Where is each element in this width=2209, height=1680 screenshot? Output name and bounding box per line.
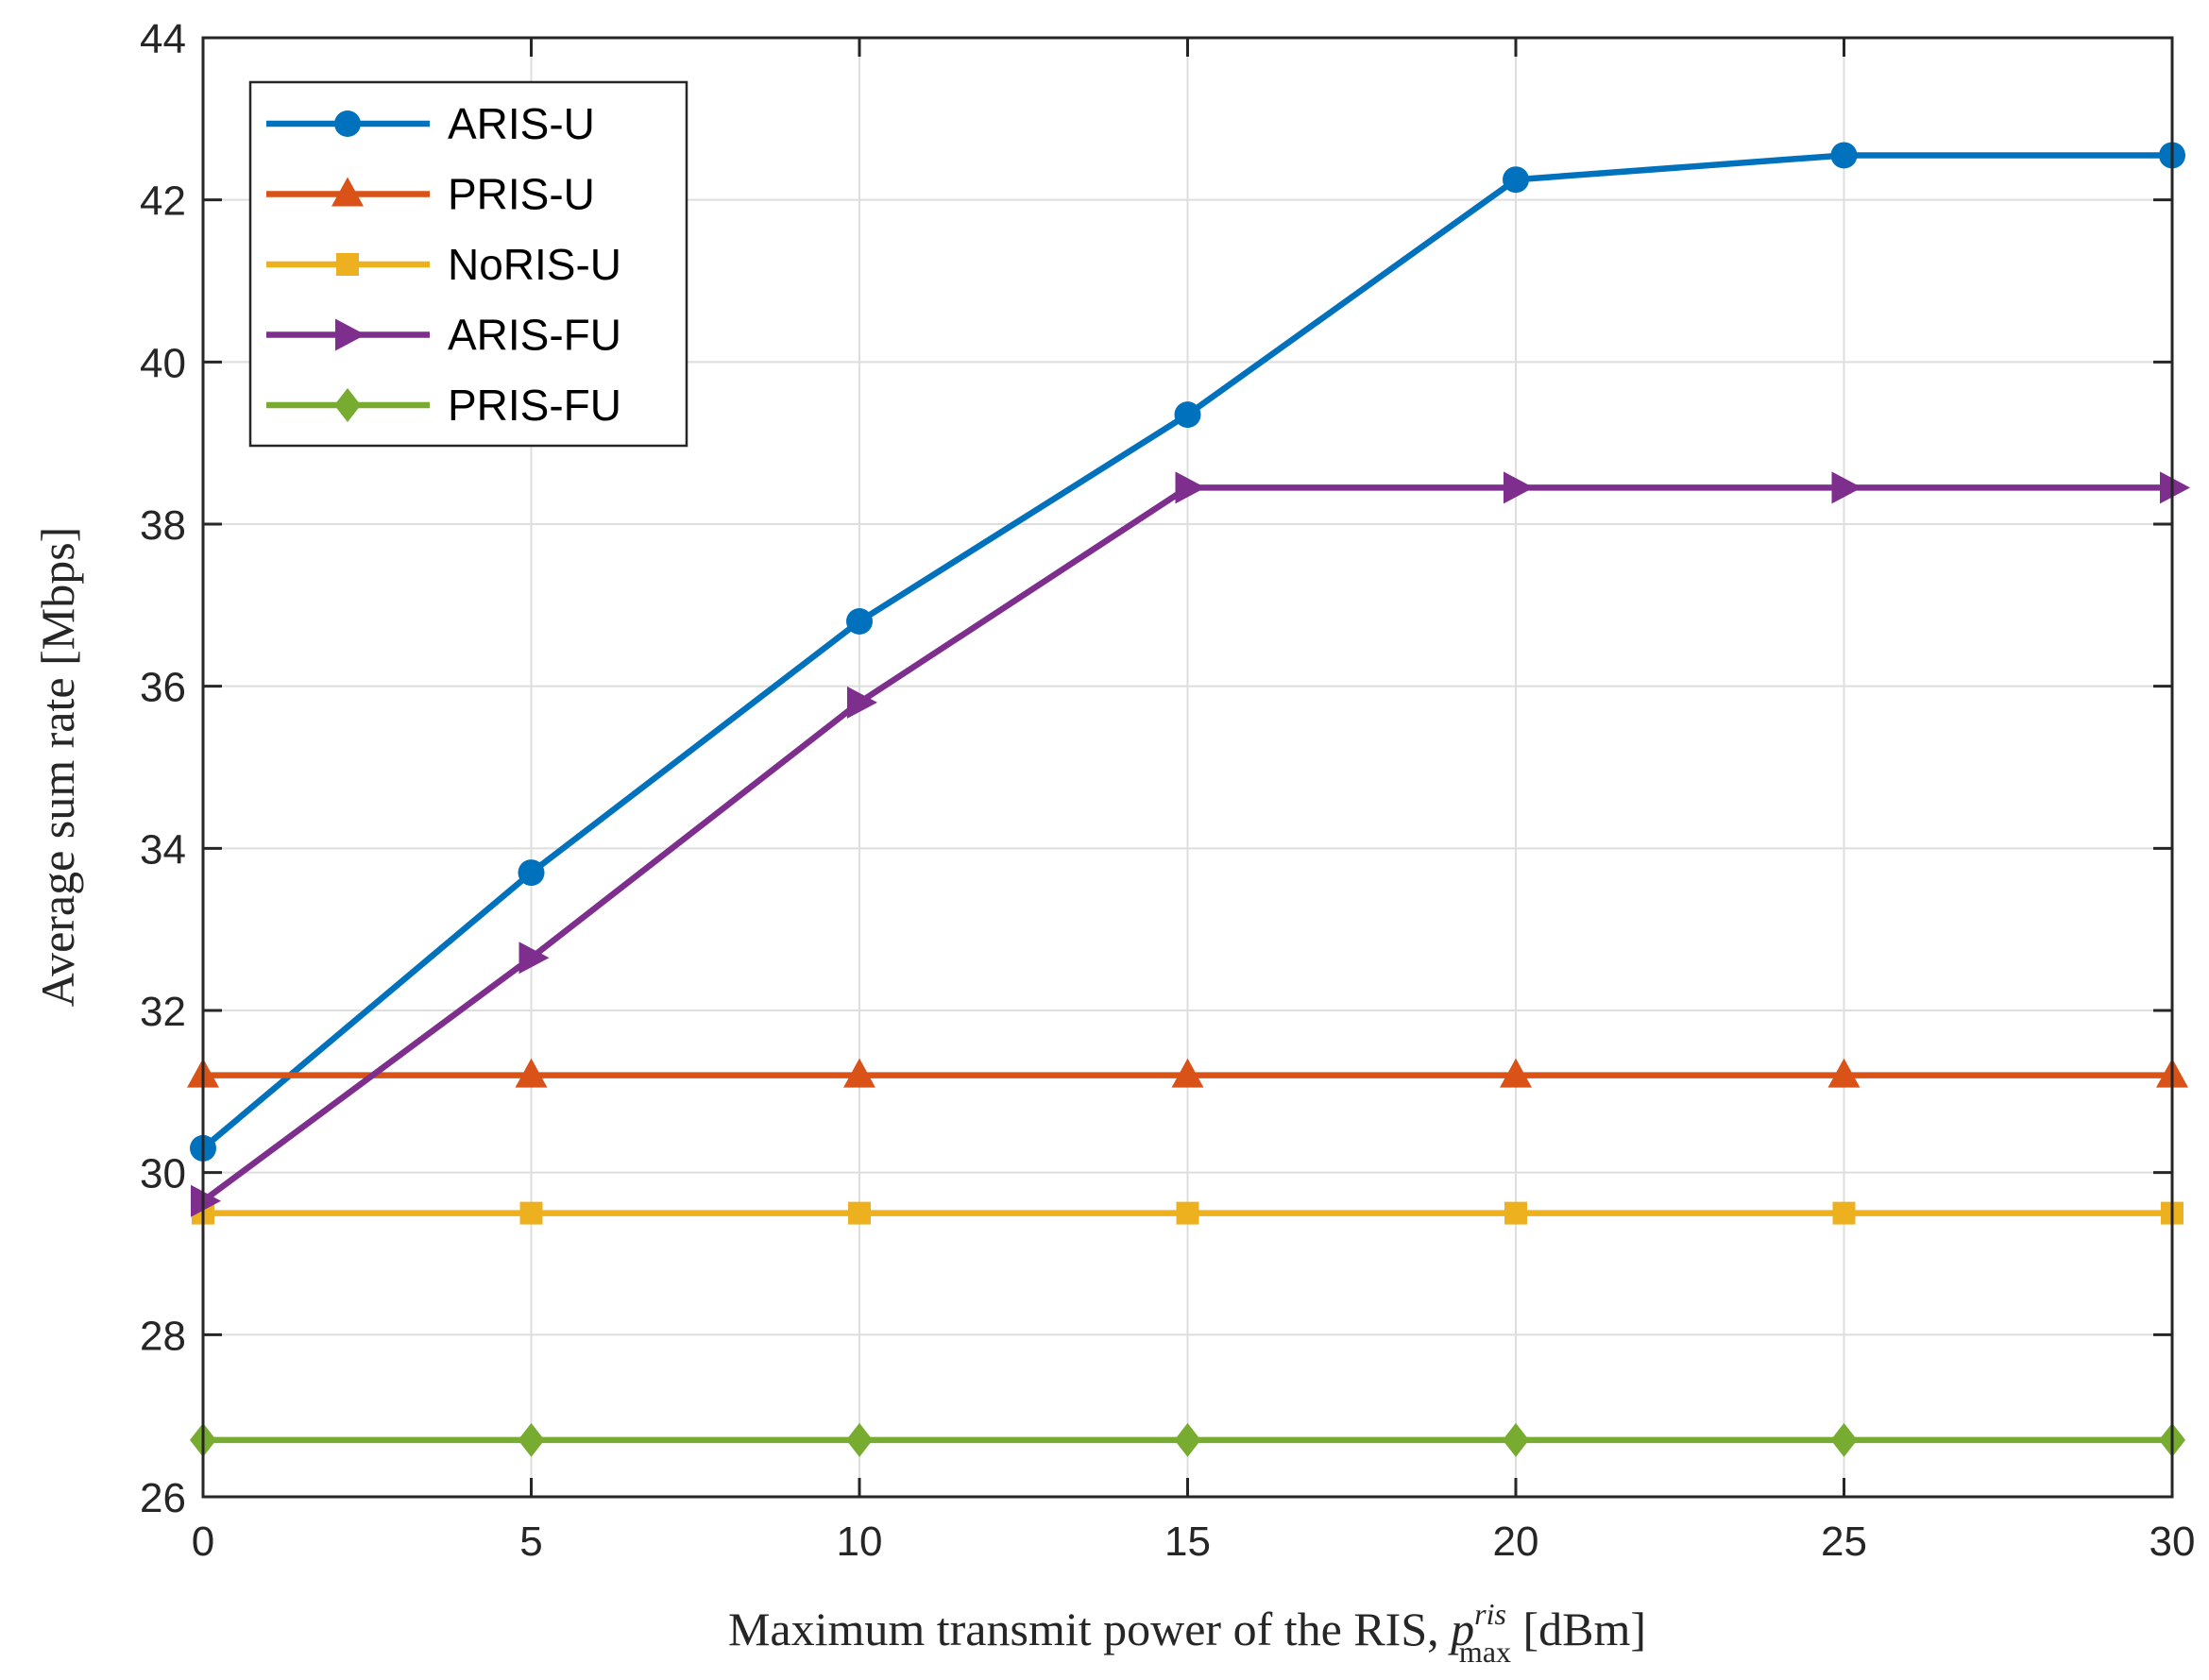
y-tick-label: 32: [140, 989, 186, 1035]
ticks: [201, 36, 2174, 1499]
legend-label: PRIS-FU: [448, 381, 621, 430]
data-point-noris-u: [519, 1201, 543, 1225]
legend-item-aris-u: ARIS-U: [266, 99, 595, 148]
data-point-aris-u: [1503, 166, 1529, 194]
data-point-noris-u: [1504, 1201, 1527, 1225]
data-point-aris-u: [1174, 401, 1201, 429]
y-tick-label: 28: [140, 1313, 186, 1359]
y-tick-label: 36: [140, 665, 186, 711]
data-point-pris-fu: [1503, 1422, 1529, 1457]
tick-labels: 0 5 10 15 20 25 30 26 28 30 32 34 36 38 40 42 44: [140, 16, 2195, 1565]
x-tick-label: 20: [1493, 1519, 1539, 1565]
data-point-aris-fu: [1831, 471, 1862, 504]
legend-swatch-marker: [335, 318, 365, 351]
legend: ARIS-U PRIS-U NoRIS-U ARIS-FU PRIS-FU: [248, 80, 688, 448]
y-tick-label: 30: [140, 1151, 186, 1197]
x-tick-label: 5: [519, 1519, 542, 1565]
legend-label: ARIS-U: [448, 99, 595, 148]
x-tick-label: 15: [1164, 1519, 1211, 1565]
x-axis-title-subscript: max: [1459, 1635, 1511, 1669]
data-point-pris-u: [515, 1058, 548, 1088]
legend-swatch-marker: [334, 110, 361, 137]
y-tick-label: 38: [140, 502, 186, 549]
data-point-aris-fu: [1504, 471, 1534, 504]
x-axis-title-superscript: ris: [1474, 1597, 1506, 1631]
data-point-noris-u: [1176, 1201, 1199, 1225]
x-axis-title: Maximum transmit power of the RIS, pris m…: [728, 1597, 1646, 1669]
data-point-aris-u: [846, 608, 873, 635]
series-pris-u: [187, 1058, 2188, 1088]
x-axis-title-prefix: Maximum transmit power of the RIS,: [728, 1603, 1451, 1655]
data-point-aris-fu: [847, 686, 877, 719]
data-point-aris-fu: [518, 942, 550, 975]
data-point-pris-u: [1500, 1058, 1532, 1088]
x-axis-title-suffix: [dBm]: [1511, 1603, 1646, 1655]
y-tick-label: 34: [140, 826, 186, 873]
legend-swatch-marker: [334, 388, 361, 422]
legend-item-aris-fu: ARIS-FU: [266, 311, 621, 360]
data-point-pris-fu: [846, 1422, 873, 1457]
series-aris-fu: [191, 471, 2190, 1217]
data-point-aris-u: [518, 859, 545, 887]
data-point-aris-fu: [1175, 471, 1206, 504]
data-point-pris-u: [1827, 1058, 1861, 1088]
x-axis-title-symbol: p: [1448, 1603, 1474, 1655]
data-point-pris-u: [1171, 1058, 1204, 1088]
data-point-noris-u: [1832, 1201, 1856, 1225]
legend-swatch-marker: [331, 177, 364, 207]
x-tick-label: 0: [192, 1519, 214, 1565]
data-point-noris-u: [848, 1201, 871, 1225]
legend-swatch-marker: [336, 253, 359, 276]
y-tick-label: 42: [140, 178, 186, 225]
data-point-pris-fu: [518, 1422, 545, 1457]
legend-item-pris-fu: PRIS-FU: [266, 381, 621, 430]
x-tick-label: 10: [837, 1519, 883, 1565]
y-tick-label: 44: [140, 16, 186, 62]
data-point-aris-fu: [2160, 471, 2190, 504]
x-tick-label: 30: [2150, 1519, 2196, 1565]
y-tick-label: 40: [140, 340, 186, 386]
legend-label: NoRIS-U: [448, 240, 621, 289]
series-group: [187, 142, 2190, 1457]
legend-item-noris-u: NoRIS-U: [266, 240, 621, 289]
data-point-pris-fu: [1174, 1422, 1201, 1457]
y-axis-title: Average sum rate [Mbps]: [31, 527, 84, 1008]
legend-item-pris-u: PRIS-U: [266, 170, 595, 219]
data-point-pris-fu: [1830, 1422, 1858, 1457]
series-pris-fu: [190, 1422, 2185, 1457]
data-point-aris-fu: [191, 1184, 221, 1217]
legend-label: PRIS-U: [448, 170, 595, 219]
legend-label: ARIS-FU: [448, 311, 621, 360]
data-point-pris-u: [843, 1058, 875, 1088]
data-point-aris-u: [1830, 142, 1858, 169]
x-tick-label: 25: [1821, 1519, 1867, 1565]
y-tick-label: 26: [140, 1475, 186, 1521]
series-aris-u: [190, 142, 2185, 1162]
